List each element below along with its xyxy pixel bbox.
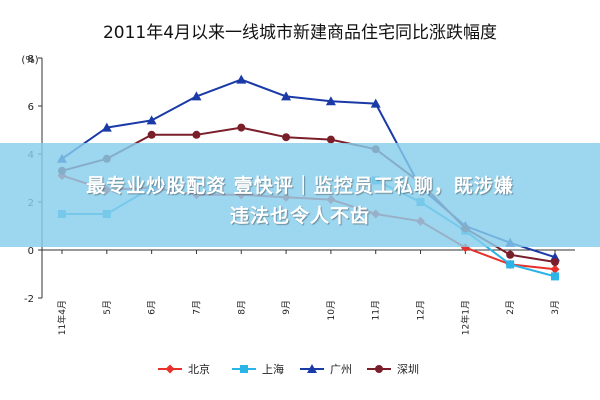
axes: -20246811年4月5月6月7月8月9月10月11月12月12年1月2月3月 [24,54,575,335]
legend-item: 深圳 [367,363,419,376]
x-tick-label: 10月 [326,300,337,320]
data-point [550,264,560,274]
overlay-text-line-2: 违法也令人不齿 [229,205,370,227]
y-axis-unit-label: (%) [21,55,38,66]
data-point [281,91,292,101]
x-tick-label: 11年4月 [56,300,68,335]
y-tick-label: 6 [28,102,34,113]
legend-item: 上海 [232,362,284,376]
x-tick-label: 12年1月 [459,300,471,335]
data-point [146,115,157,125]
legend-label: 北京 [188,362,210,376]
legend-item: 广州 [300,363,352,376]
y-tick-label: 0 [28,246,34,257]
data-point [551,272,559,281]
data-point [370,98,381,108]
legend-label: 深圳 [397,363,419,376]
data-point [506,260,515,269]
data-point [192,130,201,139]
x-tick-label: 8月 [236,300,247,315]
legend: 北京 上海 广州 深圳 [158,362,419,376]
data-point [237,123,246,132]
legend-marker [307,364,317,373]
legend-label: 广州 [330,363,352,376]
y-tick-label: 8 [28,54,34,65]
x-tick-label: 3月 [550,300,561,315]
x-tick-label: 5月 [102,300,113,315]
x-tick-label: 12月 [416,300,427,320]
legend-marker [240,365,248,373]
data-point [282,133,291,142]
y-tick-label: -2 [24,294,34,305]
data-point [506,250,515,259]
legend-label: 上海 [262,362,284,376]
legend-item: 北京 [158,362,210,376]
promo-overlay-banner[interactable]: 最专业炒股配资 壹快评｜监控员工私聊，既涉嫌 违法也令人不齿 [0,143,600,247]
data-point [147,130,156,139]
x-tick-label: 7月 [191,300,202,315]
x-tick-label: 2月 [505,300,516,315]
data-point [191,91,202,101]
overlay-text-line-1: 最专业炒股配资 壹快评｜监控员工私聊，既涉嫌 [86,175,514,197]
data-point [551,258,559,266]
x-tick-label: 9月 [281,300,292,315]
legend-marker [165,364,175,374]
legend-marker [375,365,383,373]
chart-title: 2011年4月以来一线城市新建商品住宅同比涨跌幅度 [103,23,497,43]
x-tick-label: 11月 [371,300,382,320]
data-point [101,122,112,132]
data-point [325,96,336,106]
data-point [326,135,335,144]
data-point [236,74,247,84]
x-tick-label: 6月 [147,300,158,315]
